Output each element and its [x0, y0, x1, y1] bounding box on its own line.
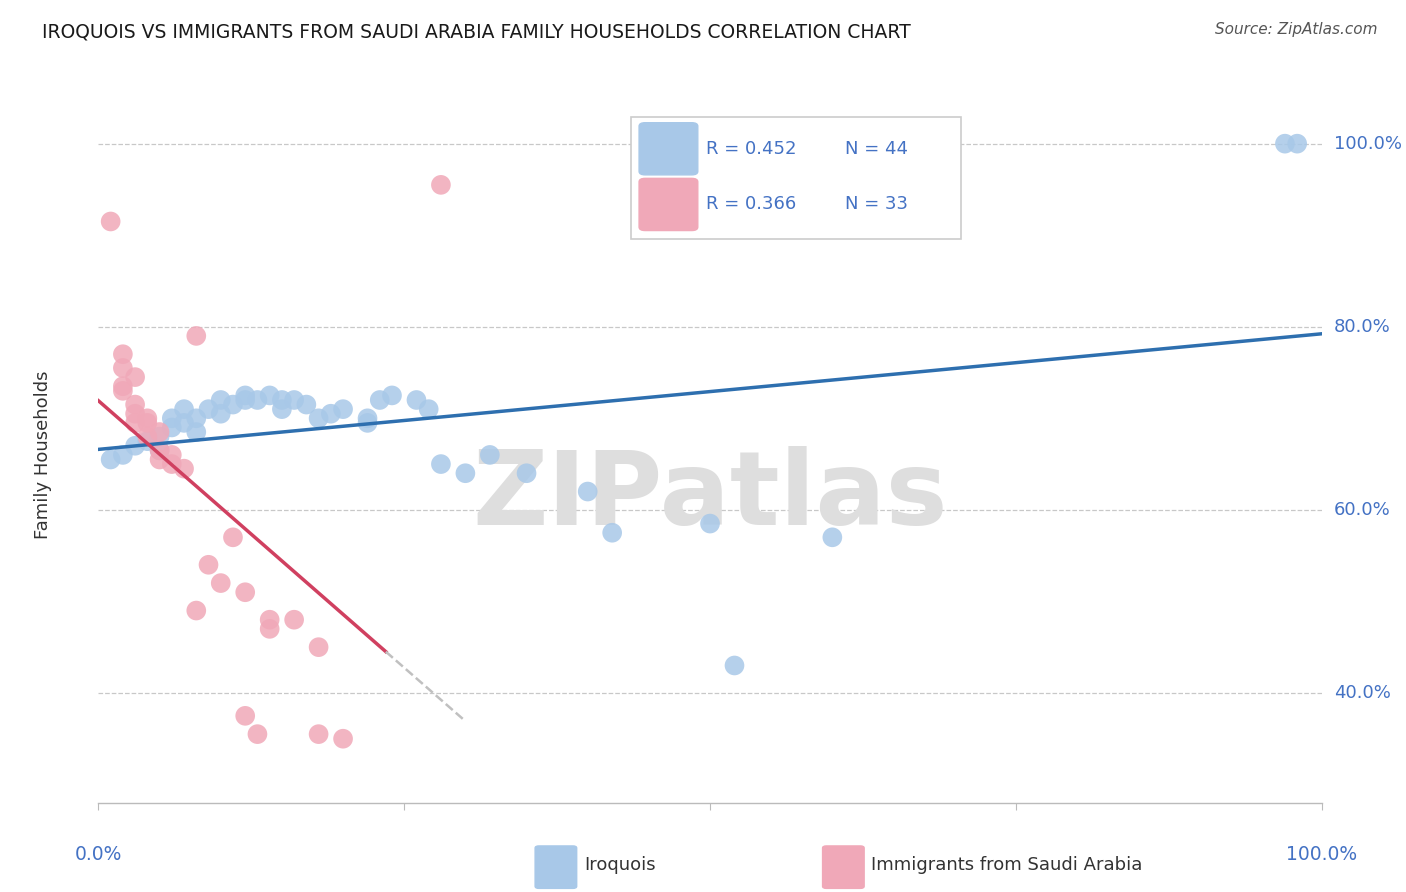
Point [233, 708, 256, 723]
Point [100, 214, 122, 228]
Point [356, 411, 378, 425]
Text: 80.0%: 80.0% [1334, 318, 1391, 335]
Point [173, 461, 195, 475]
Point [136, 434, 159, 449]
Point [160, 448, 183, 462]
Point [186, 425, 208, 439]
Text: ZIPatlas: ZIPatlas [472, 446, 948, 547]
Point [233, 388, 256, 402]
Text: 40.0%: 40.0% [1334, 684, 1391, 702]
Point [1274, 136, 1296, 151]
Point [136, 429, 159, 443]
Point [381, 388, 404, 402]
Point [149, 452, 172, 467]
Point [111, 379, 134, 393]
Point [430, 178, 453, 192]
Point [173, 402, 195, 417]
Point [308, 640, 330, 655]
Text: R = 0.366: R = 0.366 [706, 195, 797, 213]
Point [515, 467, 537, 481]
Point [222, 530, 245, 544]
Point [209, 576, 232, 591]
Point [283, 613, 305, 627]
Point [600, 525, 623, 540]
FancyBboxPatch shape [640, 178, 697, 230]
Point [149, 443, 172, 458]
FancyBboxPatch shape [536, 846, 576, 888]
Point [295, 398, 318, 412]
Point [124, 439, 146, 453]
Point [259, 622, 281, 636]
Point [186, 603, 208, 617]
Point [478, 448, 501, 462]
Text: IROQUOIS VS IMMIGRANTS FROM SAUDI ARABIA FAMILY HOUSEHOLDS CORRELATION CHART: IROQUOIS VS IMMIGRANTS FROM SAUDI ARABIA… [42, 22, 911, 41]
Point [368, 392, 391, 407]
Point [149, 443, 172, 458]
Point [160, 457, 183, 471]
Point [356, 416, 378, 430]
Point [124, 398, 146, 412]
Point [160, 420, 183, 434]
Text: Immigrants from Saudi Arabia: Immigrants from Saudi Arabia [872, 856, 1143, 874]
Point [283, 392, 305, 407]
Point [454, 467, 477, 481]
Point [124, 370, 146, 384]
Text: Iroquois: Iroquois [583, 856, 655, 874]
Point [124, 416, 146, 430]
Point [173, 416, 195, 430]
Point [149, 425, 172, 439]
Point [319, 407, 342, 421]
Point [111, 448, 134, 462]
Text: 60.0%: 60.0% [1334, 500, 1391, 519]
Text: 0.0%: 0.0% [75, 845, 122, 863]
Point [197, 558, 219, 572]
Point [259, 613, 281, 627]
Point [160, 411, 183, 425]
Point [136, 416, 159, 430]
Point [136, 411, 159, 425]
Point [100, 452, 122, 467]
Point [576, 484, 599, 499]
Point [270, 392, 294, 407]
FancyBboxPatch shape [640, 123, 697, 175]
Point [1286, 136, 1309, 151]
Point [209, 392, 232, 407]
Point [233, 392, 256, 407]
Point [699, 516, 721, 531]
Point [723, 658, 745, 673]
FancyBboxPatch shape [823, 846, 865, 888]
Point [149, 429, 172, 443]
Point [111, 347, 134, 361]
Point [186, 411, 208, 425]
Point [821, 530, 844, 544]
Text: N = 33: N = 33 [845, 195, 908, 213]
Point [332, 731, 354, 746]
Point [209, 407, 232, 421]
Text: N = 44: N = 44 [845, 140, 908, 158]
Point [418, 402, 440, 417]
Point [332, 402, 354, 417]
Point [222, 398, 245, 412]
Point [246, 392, 269, 407]
Point [308, 411, 330, 425]
Text: Source: ZipAtlas.com: Source: ZipAtlas.com [1215, 22, 1378, 37]
Point [308, 727, 330, 741]
Point [270, 402, 294, 417]
Text: 100.0%: 100.0% [1334, 135, 1402, 153]
Point [405, 392, 427, 407]
FancyBboxPatch shape [630, 118, 960, 239]
Text: 100.0%: 100.0% [1286, 845, 1357, 863]
Point [111, 361, 134, 376]
Point [111, 384, 134, 398]
Text: Family Households: Family Households [34, 371, 52, 539]
Point [233, 585, 256, 599]
Point [186, 329, 208, 343]
Point [430, 457, 453, 471]
Point [124, 407, 146, 421]
Point [246, 727, 269, 741]
Point [259, 388, 281, 402]
Point [197, 402, 219, 417]
Text: R = 0.452: R = 0.452 [706, 140, 797, 158]
